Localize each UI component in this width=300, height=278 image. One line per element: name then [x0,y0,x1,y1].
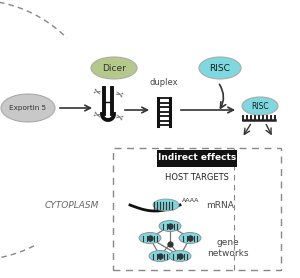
Text: ✂: ✂ [113,109,124,121]
Text: gene
networks: gene networks [207,238,249,258]
Text: RISC: RISC [251,101,269,110]
Text: CYTOPLASM: CYTOPLASM [45,200,99,210]
Ellipse shape [153,199,179,211]
Text: ✂: ✂ [92,109,103,121]
Ellipse shape [199,57,241,79]
Text: duplex: duplex [150,78,178,86]
Ellipse shape [159,220,181,232]
Text: ✂: ✂ [113,86,124,98]
Text: HOST TARGETS: HOST TARGETS [165,173,229,182]
Ellipse shape [179,232,201,244]
Text: ✂: ✂ [92,86,103,98]
Text: Exportin 5: Exportin 5 [9,105,46,111]
Ellipse shape [1,94,55,122]
Ellipse shape [242,97,278,115]
Text: mRNA: mRNA [206,200,234,210]
Bar [113,148,281,270]
Text: Dicer: Dicer [102,63,126,73]
Ellipse shape [139,232,161,244]
Text: RISC: RISC [210,63,230,73]
Ellipse shape [91,57,137,79]
Ellipse shape [149,250,171,262]
Text: AAAA: AAAA [182,198,200,203]
Text: Indirect effects: Indirect effects [158,153,236,163]
Ellipse shape [169,250,191,262]
Bar [157,150,237,167]
